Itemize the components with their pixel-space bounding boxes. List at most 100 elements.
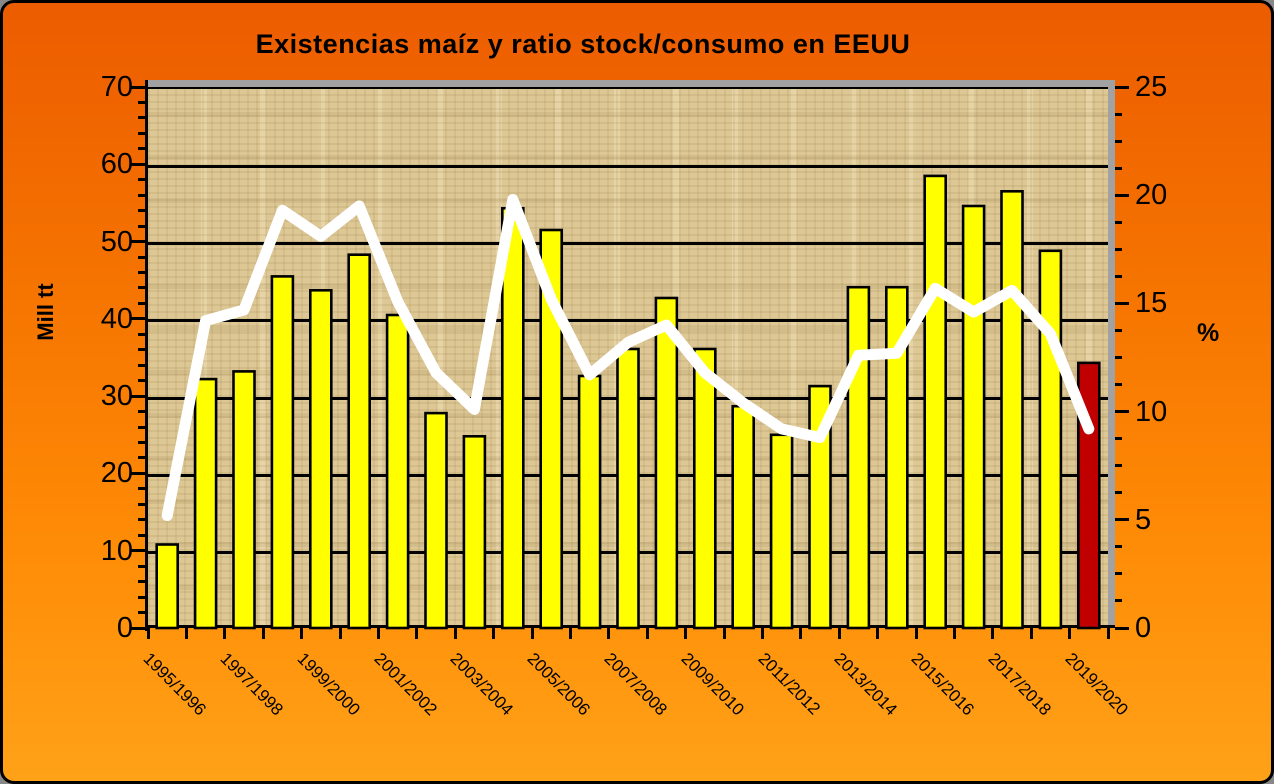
right-axis-tick-label: 10 xyxy=(1135,395,1168,428)
right-minor-tick xyxy=(1115,383,1122,387)
stock-bar-2011-2012 xyxy=(769,433,794,630)
stock-bar-2015-2016 xyxy=(923,174,948,630)
left-minor-tick xyxy=(138,255,145,259)
x-axis-tick xyxy=(837,628,841,639)
left-minor-tick xyxy=(138,533,145,537)
stock-bar-2013-2014 xyxy=(846,285,871,630)
x-axis-tick xyxy=(991,628,995,639)
left-axis-tick-label: 40 xyxy=(100,302,133,335)
left-minor-tick xyxy=(138,131,145,135)
left-axis-tick-label: 0 xyxy=(116,612,133,644)
left-minor-tick xyxy=(138,518,145,522)
right-major-tick xyxy=(1115,85,1129,89)
x-axis-category-label: 2001/2002 xyxy=(370,649,441,720)
stock-bar-2014-2015 xyxy=(884,285,909,630)
stock-bar-2000-2001 xyxy=(347,253,371,630)
right-major-tick xyxy=(1115,626,1129,630)
left-minor-tick xyxy=(138,441,145,444)
stock-bar-1997-1998 xyxy=(232,370,256,630)
left-minor-tick xyxy=(138,224,145,228)
chart-title: Existencias maíz y ratio stock/consumo e… xyxy=(255,29,911,59)
right-axis-title: % xyxy=(1197,319,1220,347)
stock-bar-2002-2003 xyxy=(424,411,448,630)
left-minor-tick xyxy=(138,286,145,290)
stock-bar-1999-2000 xyxy=(309,289,333,630)
left-major-tick xyxy=(131,394,145,398)
stock-bar-2018-2019 xyxy=(1038,249,1063,630)
x-axis-tick xyxy=(223,628,227,639)
left-minor-tick xyxy=(138,116,145,120)
plot-wall-shadow-right xyxy=(1108,80,1115,628)
x-axis-category-label: 2003/2004 xyxy=(446,649,518,720)
stock-bar-2005-2006 xyxy=(539,228,564,630)
stock-bar-1996-1997 xyxy=(193,377,218,630)
x-axis-category-label: 2019/2020 xyxy=(1061,649,1132,720)
right-minor-tick xyxy=(1115,491,1122,495)
x-axis-category-label: 2011/2012 xyxy=(754,649,824,719)
gridline xyxy=(148,242,1108,246)
right-minor-tick xyxy=(1115,112,1122,116)
stock-bar-1995-1996 xyxy=(155,543,179,630)
right-major-tick xyxy=(1115,301,1129,305)
right-minor-tick xyxy=(1115,464,1122,468)
x-axis-tick xyxy=(568,628,572,639)
left-minor-tick xyxy=(138,348,145,352)
right-axis-tick-label: 15 xyxy=(1135,287,1168,320)
x-axis-tick xyxy=(300,628,304,639)
x-axis-tick xyxy=(1068,628,1072,639)
right-minor-tick xyxy=(1115,247,1122,251)
right-axis-tick-label: 25 xyxy=(1135,71,1168,103)
x-axis-category-label: 2013/2014 xyxy=(830,649,902,720)
x-axis-tick xyxy=(453,628,457,639)
left-major-tick xyxy=(131,162,145,166)
stock-bar-1998-1999 xyxy=(270,275,295,630)
stock-bar-2012-2013 xyxy=(808,384,832,630)
x-axis-tick xyxy=(1106,628,1110,639)
right-minor-tick xyxy=(1115,274,1122,278)
left-minor-tick xyxy=(138,193,145,197)
right-minor-tick xyxy=(1115,139,1122,143)
stock-bar-2001-2002 xyxy=(385,313,410,630)
x-axis-category-label: 1997/1998 xyxy=(216,649,287,720)
left-minor-tick xyxy=(138,301,145,305)
left-axis-title: Mill tt xyxy=(33,283,58,341)
stock-bar-2003-2004 xyxy=(462,434,487,630)
x-axis-category-label: 2017/2018 xyxy=(984,649,1055,720)
left-minor-tick xyxy=(138,147,145,151)
x-axis-tick xyxy=(415,628,419,639)
right-minor-tick xyxy=(1115,328,1122,332)
gridline xyxy=(148,164,1108,168)
stock-bar-2007-2008 xyxy=(616,347,640,630)
x-axis-tick xyxy=(338,628,342,639)
right-axis-tick-label: 5 xyxy=(1135,503,1152,536)
ratio-line xyxy=(161,194,1095,521)
right-minor-tick xyxy=(1115,599,1122,603)
right-minor-tick xyxy=(1115,545,1122,549)
x-axis-tick xyxy=(722,628,726,639)
left-minor-tick xyxy=(138,209,145,213)
left-axis-tick-label: 20 xyxy=(100,457,133,490)
x-axis-tick xyxy=(645,628,649,639)
right-major-tick xyxy=(1115,410,1129,414)
right-minor-tick xyxy=(1115,166,1122,170)
left-minor-tick xyxy=(138,100,145,104)
left-y-axis-line xyxy=(145,80,148,631)
stock-bar-2017-2018 xyxy=(1000,190,1024,630)
right-axis-tick-label: 20 xyxy=(1135,179,1168,212)
left-axis-tick-label: 60 xyxy=(100,148,133,181)
left-minor-tick xyxy=(138,580,145,584)
left-major-tick xyxy=(131,626,145,630)
stock-bar-2009-2010 xyxy=(692,347,717,630)
left-minor-tick xyxy=(138,611,145,615)
right-minor-tick xyxy=(1115,220,1122,224)
x-axis-tick xyxy=(492,628,496,639)
x-axis-category-label: 2015/2016 xyxy=(907,649,979,720)
left-major-tick xyxy=(131,549,145,553)
stock-bar-2016-2017 xyxy=(961,204,986,630)
right-minor-tick xyxy=(1115,356,1122,359)
left-axis-tick-label: 70 xyxy=(100,71,133,103)
left-minor-tick xyxy=(138,456,145,460)
left-minor-tick xyxy=(138,502,145,506)
left-major-tick xyxy=(131,317,145,321)
